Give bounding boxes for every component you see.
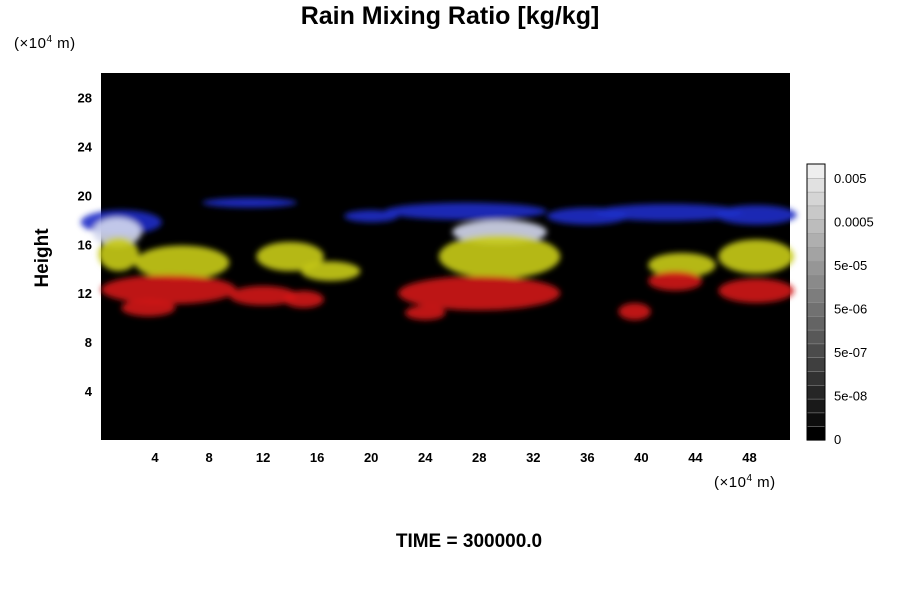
colorbar-level <box>806 370 826 386</box>
chart-title: Rain Mixing Ratio [kg/kg] <box>300 2 600 30</box>
x-tick-label: 40 <box>634 450 648 465</box>
y-unit-label: (×104 m) <box>14 34 76 52</box>
colorbar-label: 5e-05 <box>834 258 867 273</box>
x-tick-label: 20 <box>364 450 378 465</box>
colorbar-level <box>806 163 826 179</box>
colorbar-level <box>806 301 826 317</box>
x-tick-label: 44 <box>688 450 703 465</box>
colorbar-level <box>806 246 826 262</box>
colorbar-level <box>806 425 826 441</box>
y-unit-base: (×10 <box>14 35 47 52</box>
colorbar-level <box>806 274 826 289</box>
y-tick-label: 24 <box>78 139 93 154</box>
colorbar-label: 0 <box>834 432 841 447</box>
x-tick-label: 36 <box>580 450 594 465</box>
x-tick-label: 8 <box>205 450 212 465</box>
y-tick-label: 28 <box>78 90 92 105</box>
yellow-region <box>256 241 324 272</box>
colorbar-label: 0.005 <box>834 171 867 186</box>
x-tick-label: 12 <box>256 450 270 465</box>
x-unit-tail: m) <box>752 474 776 491</box>
x-tick-label: 48 <box>742 450 756 465</box>
x-tick-label: 24 <box>418 450 433 465</box>
colorbar-level <box>806 177 826 193</box>
red-region <box>283 290 324 308</box>
x-unit-exp: 4 <box>746 473 753 484</box>
red-region <box>101 274 237 305</box>
yellow-region <box>718 239 795 274</box>
yellow-region <box>98 236 139 272</box>
yellow-region <box>134 245 230 280</box>
colorbar-level <box>806 315 826 331</box>
colorbar-level <box>806 384 826 400</box>
y-tick-label: 20 <box>78 188 92 203</box>
red-region <box>648 271 703 291</box>
colorbar-level <box>806 287 826 303</box>
colorbar-level <box>806 205 826 220</box>
colorbar: 0.005 0.0005 5e-05 5e-06 5e-07 5e-08 0 <box>806 163 874 447</box>
colorbar-level <box>806 329 826 345</box>
colorbar-level <box>806 260 826 276</box>
y-unit-exp: 4 <box>46 34 53 45</box>
colorbar-level <box>806 412 826 427</box>
colorbar-label: 0.0005 <box>834 215 874 230</box>
time-label: TIME = 300000.0 <box>395 531 543 552</box>
x-axis: 4 8 12 16 20 24 28 32 36 40 44 48 <box>151 450 756 465</box>
colorbar-level <box>806 343 826 358</box>
y-tick-label: 8 <box>85 335 92 350</box>
colorbar-label: 5e-06 <box>834 302 867 317</box>
x-unit-label: (×104 m) <box>714 473 776 491</box>
blue-region <box>594 203 743 222</box>
colorbar-level <box>806 398 826 414</box>
x-unit-base: (×10 <box>714 474 747 491</box>
yellow-region <box>438 234 561 279</box>
red-region <box>229 285 297 306</box>
blue-region <box>344 210 399 223</box>
colorbar-level <box>806 191 826 207</box>
colorbar-level <box>806 218 826 234</box>
colorbar-label: 5e-07 <box>834 345 867 360</box>
blue-region <box>384 202 547 220</box>
y-tick-label: 12 <box>78 286 92 301</box>
x-tick-label: 16 <box>310 450 324 465</box>
white-region <box>92 217 142 247</box>
colorbar-level <box>806 232 826 248</box>
y-tick-label: 4 <box>85 384 93 399</box>
x-tick-label: 4 <box>151 450 159 465</box>
y-axis: 4 8 12 16 20 24 28 <box>78 90 93 399</box>
blue-region <box>715 205 797 225</box>
colorbar-label: 5e-08 <box>834 389 867 404</box>
colorbar-frame <box>806 163 826 441</box>
x-tick-label: 32 <box>526 450 540 465</box>
field-layer <box>80 197 797 321</box>
y-tick-label: 16 <box>78 237 92 252</box>
red-region <box>121 299 176 317</box>
red-region <box>398 276 561 311</box>
y-unit-tail: m) <box>52 35 76 52</box>
red-region <box>718 278 795 303</box>
yellow-region <box>648 252 716 278</box>
colorbar-level <box>806 356 826 372</box>
blue-region <box>202 197 297 208</box>
red-region <box>404 305 446 321</box>
yellow-region <box>300 261 361 281</box>
red-region <box>618 302 651 321</box>
x-tick-label: 28 <box>472 450 486 465</box>
